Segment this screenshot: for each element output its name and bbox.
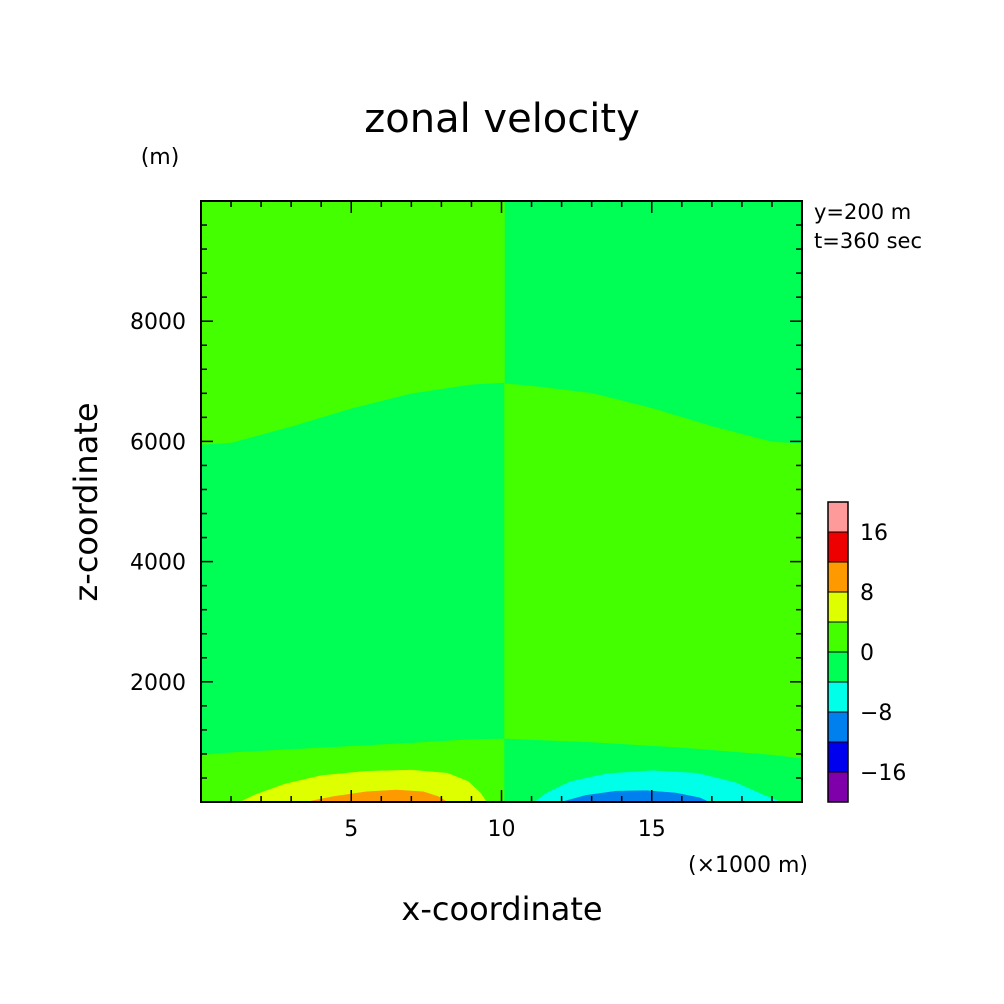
colorbar-swatch [827, 561, 849, 593]
colorbar-swatch [827, 771, 849, 803]
colorbar-tick-label: 0 [860, 641, 874, 666]
axis-ticks [201, 201, 802, 802]
colorbar-swatch [827, 591, 849, 623]
x-tick-label: 15 [638, 817, 666, 842]
y-tick-label: 6000 [130, 430, 186, 455]
colorbar-swatch [827, 531, 849, 563]
x-axis-label: x-coordinate [401, 890, 602, 928]
annotation-y: y=200 m [814, 200, 911, 224]
contour-field [201, 201, 802, 802]
y-tick-label: 4000 [130, 551, 186, 576]
y-axis-label: z-coordinate [67, 402, 105, 601]
colorbar-swatch [827, 711, 849, 743]
x-tick-label: 5 [344, 817, 358, 842]
colorbar-swatch [827, 651, 849, 683]
annotation-t: t=360 sec [814, 229, 922, 253]
chart-title: zonal velocity [364, 96, 640, 142]
x-tick-labels: 5 10 15 [344, 817, 666, 842]
contour-region-upper-left [201, 201, 505, 445]
colorbar-swatch [827, 741, 849, 773]
x-unit-label: (×1000 m) [688, 853, 808, 878]
y-tick-labels: 2000 4000 6000 8000 [130, 310, 186, 696]
colorbar-tick-label: 16 [860, 521, 888, 546]
plot-area [200, 200, 803, 803]
colorbar-swatch [827, 621, 849, 653]
y-tick-label: 8000 [130, 310, 186, 335]
colorbar-frame [827, 501, 849, 803]
colorbar-swatch [827, 501, 849, 533]
y-unit-label: (m) [141, 145, 180, 170]
colorbar-tick-label: −16 [860, 761, 906, 786]
y-tick-label: 2000 [130, 671, 186, 696]
colorbar-swatch [827, 681, 849, 713]
colorbar: 16 8 0 −8 −16 [827, 501, 906, 803]
x-tick-label: 10 [488, 817, 516, 842]
colorbar-tick-label: −8 [860, 701, 892, 726]
colorbar-tick-label: 8 [860, 581, 874, 606]
contour-region-lower-right [504, 383, 802, 802]
